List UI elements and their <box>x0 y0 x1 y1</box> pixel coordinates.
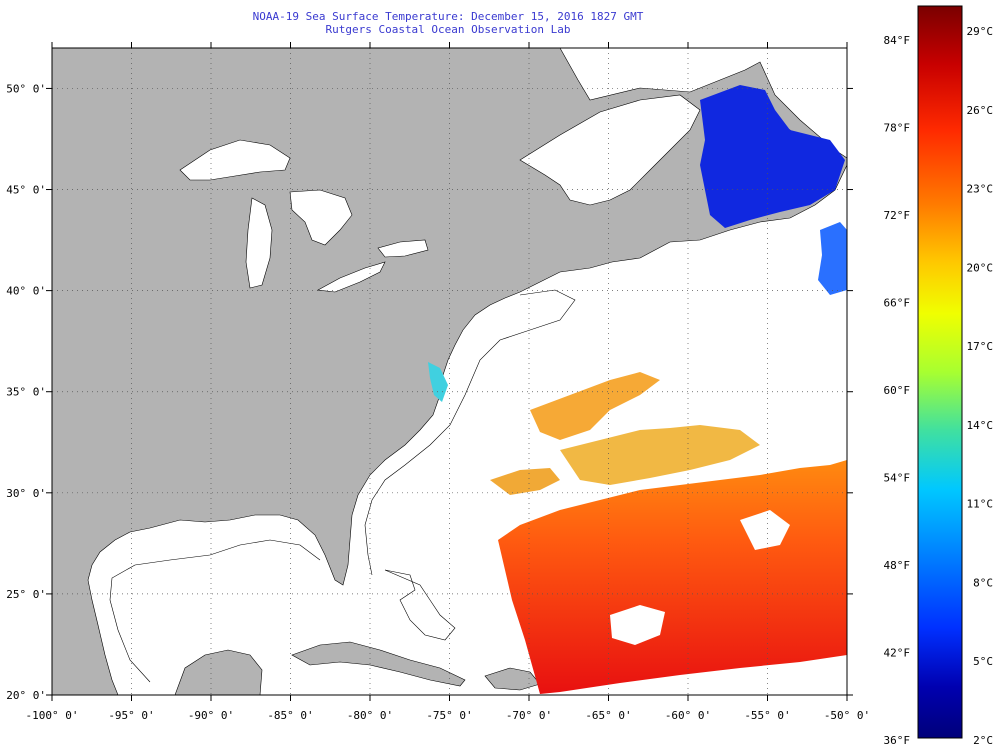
gulf-st-lawrence <box>519 94 701 206</box>
sst-mid-patches <box>530 372 660 440</box>
shelf-contour <box>364 289 576 576</box>
colorbar-c-label: 5°C <box>973 655 993 668</box>
colorbar-c-label: 8°C <box>973 576 993 589</box>
map-panel <box>52 48 847 695</box>
lon-tick-label: -90° 0' <box>188 709 234 722</box>
cloud-gap-2 <box>740 510 790 550</box>
colorbar-f-label: 84°F <box>884 34 911 47</box>
colorbar-fahrenheit-labels: 84°F 78°F 72°F 66°F 60°F 54°F 48°F 42°F 36°F <box>884 34 911 747</box>
sst-mid-patches-3 <box>490 468 560 495</box>
colorbar-c-label: 17°C <box>967 340 994 353</box>
colorbar: 84°F 78°F 72°F 66°F 60°F 54°F 48°F 42°F 36°F 29°… <box>884 5 994 747</box>
lon-tick-label: -75° 0' <box>426 709 472 722</box>
lake-erie <box>317 261 386 293</box>
colorbar-c-label: 14°C <box>967 419 994 432</box>
lon-tick-label: -85° 0' <box>267 709 313 722</box>
lon-tick-label: -55° 0' <box>744 709 790 722</box>
colorbar-f-label: 48°F <box>884 559 911 572</box>
lat-tick-label: 45° 0' <box>6 184 46 197</box>
map-title: NOAA-19 Sea Surface Temperature: Decembe… <box>253 10 644 23</box>
lat-tick-label: 40° 0' <box>6 285 46 298</box>
colorbar-c-label: 20°C <box>967 261 994 274</box>
yucatan <box>174 649 263 695</box>
lon-tick-label: -100° 0' <box>26 709 79 722</box>
colorbar-c-label: 29°C <box>967 25 994 38</box>
cloud-gap <box>610 605 665 645</box>
lat-tick-label: 35° 0' <box>6 386 46 399</box>
sst-cool-patch <box>818 222 847 295</box>
lat-tick-label: 20° 0' <box>6 689 46 702</box>
colorbar-f-label: 60°F <box>884 384 911 397</box>
lon-tick-label: -95° 0' <box>108 709 154 722</box>
colorbar-f-label: 78°F <box>884 122 911 135</box>
gulf-shelf-contour <box>109 539 321 683</box>
colorbar-c-label: 23°C <box>967 183 994 196</box>
bahamas <box>384 569 456 641</box>
lon-tick-label: -80° 0' <box>347 709 393 722</box>
lake-huron <box>289 189 353 246</box>
colorbar-f-label: 66°F <box>884 297 911 310</box>
colorbar-f-label: 72°F <box>884 209 911 222</box>
lon-tick-label: -65° 0' <box>585 709 631 722</box>
colorbar-c-label: 11°C <box>967 498 994 511</box>
lat-tick-label: 50° 0' <box>6 82 46 95</box>
colorbar-c-label: 26°C <box>967 104 994 117</box>
lake-ontario <box>377 239 429 258</box>
cuba <box>291 641 466 687</box>
colorbar-scale <box>917 5 963 739</box>
map-subtitle: Rutgers Coastal Ocean Observation Lab <box>325 23 570 36</box>
lake-superior <box>179 139 291 181</box>
lon-tick-label: -60° 0' <box>665 709 711 722</box>
colorbar-c-label: 2°C <box>973 734 993 747</box>
colorbar-f-label: 54°F <box>884 472 911 485</box>
lat-tick-label: 25° 0' <box>6 588 46 601</box>
colorbar-f-label: 42°F <box>884 647 911 660</box>
map-axes: -100° 0' -95° 0' -90° 0' -85° 0' -80° 0' -75°… <box>6 42 870 722</box>
lon-tick-label: -50° 0' <box>824 709 870 722</box>
lake-michigan <box>245 197 273 289</box>
colorbar-f-label: 36°F <box>884 734 911 747</box>
sst-cold-patch <box>700 85 845 228</box>
colorbar-celsius-labels: 29°C 26°C 23°C 20°C 17°C 14°C 11°C 8°C 5°C 2°C <box>967 25 994 747</box>
lat-tick-label: 30° 0' <box>6 487 46 500</box>
sst-mid-patches-2 <box>560 425 760 485</box>
lon-tick-label: -70° 0' <box>506 709 552 722</box>
